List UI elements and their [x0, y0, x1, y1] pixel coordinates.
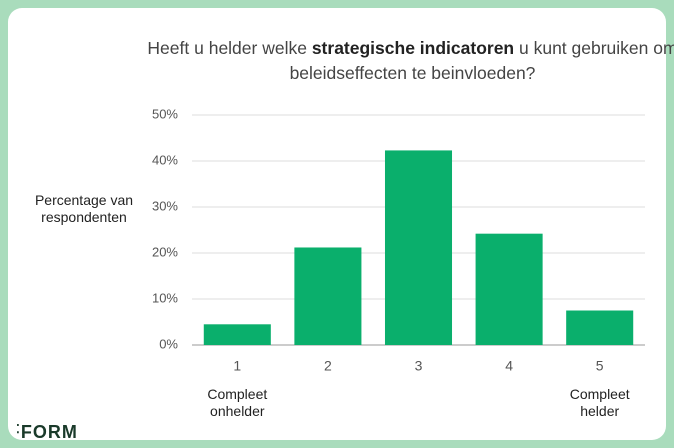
- chart-title: Heeft u helder welke strategische indica…: [140, 36, 674, 86]
- y-tick-label: 0%: [159, 336, 178, 351]
- bar: [384, 150, 453, 345]
- logo-icon: ⁚: [16, 422, 21, 436]
- y-tick-label: 50%: [152, 106, 178, 121]
- y-tick-label: 20%: [152, 244, 178, 259]
- x-tick-label: 3: [415, 358, 423, 374]
- logo-text: FORM: [20, 422, 78, 442]
- annotation: Compleet onhelder: [207, 386, 268, 419]
- card: [8, 8, 666, 440]
- y-tick-label: 40%: [152, 152, 178, 167]
- bar: [203, 324, 271, 345]
- x-tick-label: 4: [505, 358, 513, 374]
- title-part: u kunt gebruiken om beleidseffecten te b…: [289, 38, 674, 83]
- annotation: Compleet helder: [569, 386, 630, 419]
- x-tick-label: 2: [324, 358, 332, 374]
- x-tick-label: 5: [596, 358, 604, 374]
- y-tick-label: 30%: [152, 198, 178, 213]
- y-axis-label: Percentage van respondenten: [34, 192, 134, 225]
- x-tick-label: 1: [233, 358, 241, 374]
- bar: [566, 310, 634, 345]
- bar: [294, 247, 362, 345]
- logo: ⁚FORM: [16, 422, 78, 443]
- title-part: Heeft u helder welke: [147, 38, 312, 58]
- title-part: strategische indicatoren: [311, 38, 515, 58]
- y-tick-label: 10%: [152, 290, 178, 305]
- bar: [475, 233, 543, 345]
